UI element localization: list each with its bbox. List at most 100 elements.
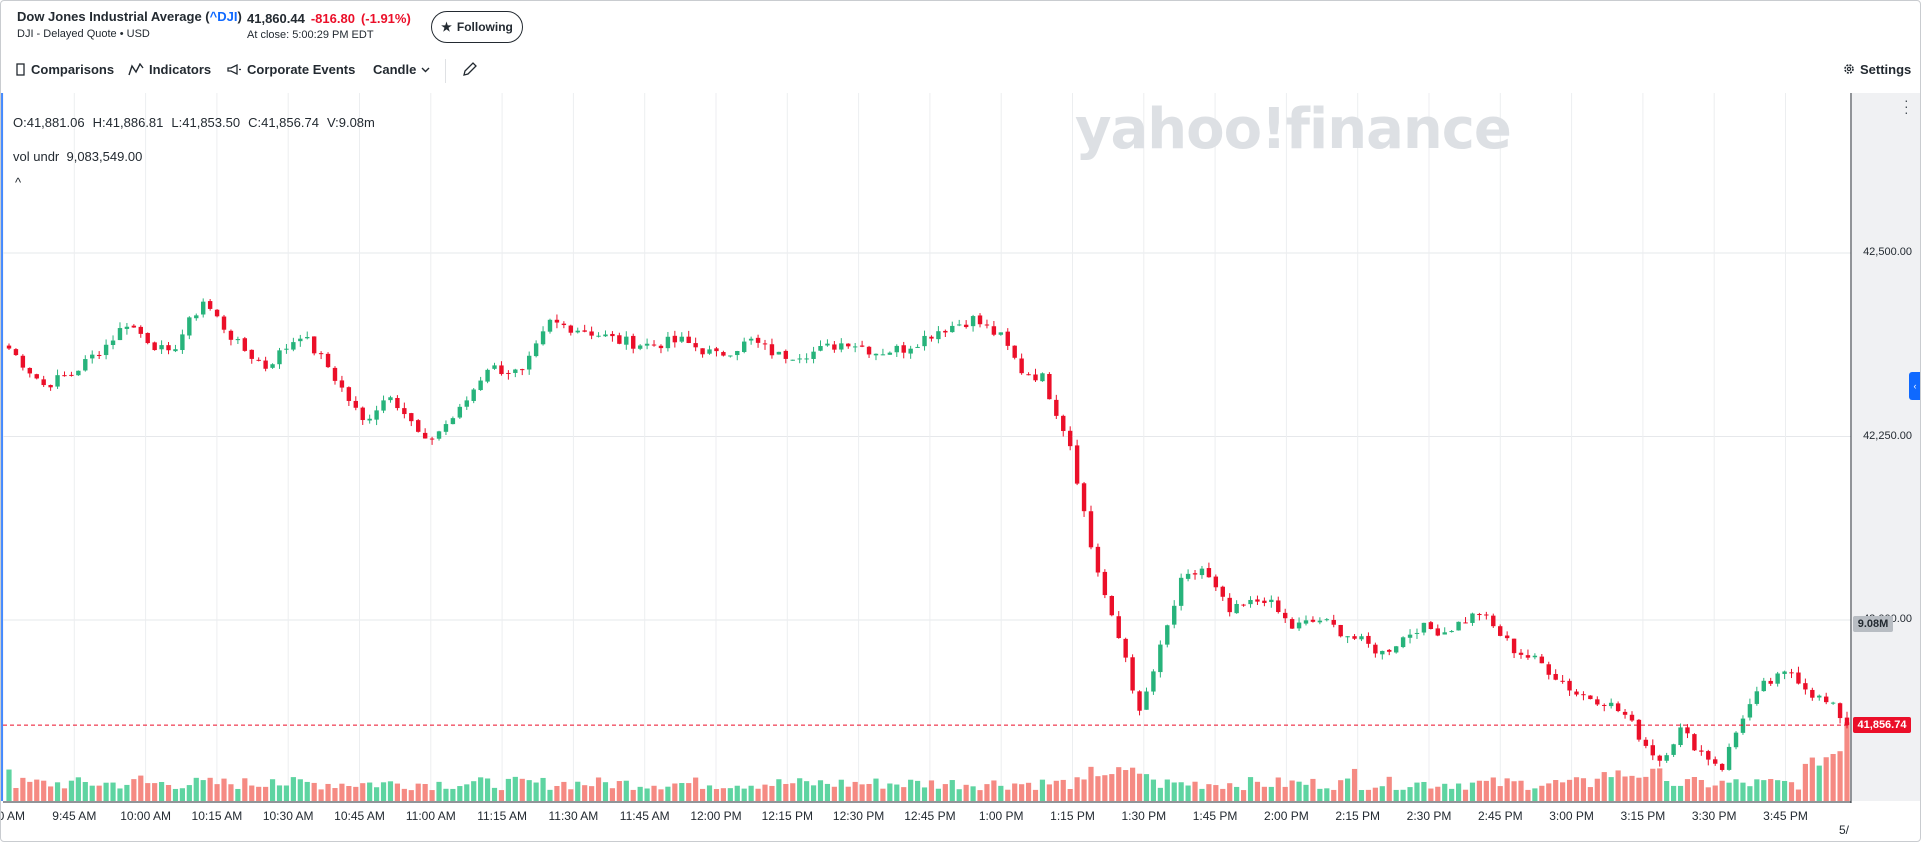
volume-bar xyxy=(422,784,428,801)
candle-body xyxy=(1012,345,1017,358)
candle-body xyxy=(506,372,511,374)
candle-body xyxy=(894,345,899,353)
candle-body xyxy=(1220,586,1225,597)
volume-bar xyxy=(61,788,68,801)
candle-body xyxy=(131,325,137,328)
candle-body xyxy=(513,369,518,373)
price-change-pct: (-1.91%) xyxy=(360,11,411,26)
volume-bar xyxy=(1740,782,1746,801)
volume-bar xyxy=(450,788,456,801)
volume-bar xyxy=(1358,790,1365,801)
volume-bar xyxy=(1282,786,1288,801)
candle-body xyxy=(409,413,414,422)
candle-body xyxy=(1671,744,1676,755)
candle-body xyxy=(1449,631,1454,633)
volume-bar xyxy=(1449,788,1455,801)
volume-bar xyxy=(1019,784,1025,801)
chevron-down-icon xyxy=(421,67,430,72)
volume-bar xyxy=(290,777,296,801)
following-button[interactable]: ★ Following xyxy=(431,11,523,43)
panel-toggle-tab[interactable]: ‹ xyxy=(1909,372,1920,400)
volume-bar xyxy=(1497,786,1503,801)
volume-bar xyxy=(221,778,227,801)
volume-bar xyxy=(935,788,942,801)
settings-button[interactable]: Settings xyxy=(1843,56,1911,82)
volume-bar xyxy=(1483,780,1489,801)
volume-bar xyxy=(1351,768,1358,801)
candle-body xyxy=(866,346,872,355)
volume-bar xyxy=(561,781,567,801)
candle-body xyxy=(443,424,449,432)
candle-body xyxy=(1456,621,1461,631)
candle-body xyxy=(1352,636,1357,639)
candle-body xyxy=(901,345,906,353)
candle-body xyxy=(1553,673,1558,680)
candle-body xyxy=(235,339,241,341)
candle-body xyxy=(1172,605,1177,625)
candle-body xyxy=(1067,430,1073,447)
candle-body xyxy=(1074,445,1080,484)
candle-body xyxy=(1414,632,1420,634)
volume-bar xyxy=(1788,782,1795,801)
volume-bar xyxy=(436,781,442,801)
candle-body xyxy=(1733,732,1739,748)
volume-bar xyxy=(165,784,172,801)
symbol-link[interactable]: ^DJI xyxy=(209,9,238,24)
volume-bar xyxy=(658,789,664,801)
candle-body xyxy=(991,326,997,335)
candle-body xyxy=(568,325,574,333)
candle-body xyxy=(1678,727,1683,746)
volume-bar xyxy=(1677,785,1684,801)
volume-bar xyxy=(1130,767,1136,801)
indicators-button[interactable]: Indicators xyxy=(128,56,211,82)
candle-body xyxy=(617,335,622,344)
x-tick-label: 9:45 AM xyxy=(52,809,97,823)
candle-body xyxy=(1192,573,1198,575)
candle-body xyxy=(450,418,456,425)
volume-bar xyxy=(1594,778,1600,801)
candle-body xyxy=(1151,671,1156,692)
candle-body xyxy=(1387,649,1392,652)
volume-bar xyxy=(1178,782,1184,801)
volume-bar xyxy=(117,788,123,801)
volume-bar xyxy=(804,781,810,801)
x-tick-label: 12:45 PM xyxy=(904,809,956,823)
volume-bar xyxy=(1525,789,1531,801)
more-options-icon[interactable]: · · · xyxy=(1904,92,1909,120)
volume-bar xyxy=(374,787,380,801)
candle-body xyxy=(1754,691,1760,704)
volume-bar xyxy=(797,778,803,801)
volume-bar xyxy=(1206,784,1212,801)
volume-bar xyxy=(68,780,75,801)
candle-body xyxy=(915,346,920,348)
candle-body xyxy=(651,344,657,346)
candle-body xyxy=(464,400,469,407)
candle-body xyxy=(180,334,185,351)
candle-body xyxy=(1789,672,1794,674)
volume-bar xyxy=(89,785,95,801)
volume-bar xyxy=(158,781,165,801)
volume-bar xyxy=(34,779,40,801)
volume-bar xyxy=(1837,751,1843,801)
volume-bar xyxy=(1629,775,1635,801)
candle-body xyxy=(998,332,1004,335)
volume-bar xyxy=(859,784,865,801)
corporate-events-button[interactable]: Corporate Events xyxy=(227,56,355,82)
candle-body xyxy=(554,319,560,323)
candle-body xyxy=(1657,755,1662,761)
comparisons-button[interactable]: Comparisons xyxy=(15,56,114,82)
collapse-legend-icon[interactable]: ^ xyxy=(15,175,22,190)
volume-bar xyxy=(318,789,324,801)
volume-bar xyxy=(880,788,886,801)
chart-type-dropdown[interactable]: Candle xyxy=(373,56,430,82)
volume-bar xyxy=(1393,789,1399,801)
draw-button[interactable] xyxy=(461,56,478,82)
volume-bar xyxy=(1296,781,1302,801)
volume-bar xyxy=(519,778,525,801)
volume-bar xyxy=(1566,779,1573,801)
volume-bar xyxy=(214,784,220,801)
volume-bar xyxy=(1414,782,1420,801)
candle-body xyxy=(159,345,164,350)
volume-bar xyxy=(1025,782,1032,801)
